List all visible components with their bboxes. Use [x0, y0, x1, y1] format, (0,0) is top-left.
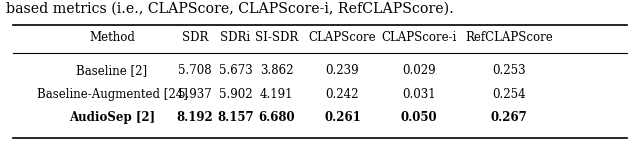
- Text: CLAPScore-i: CLAPScore-i: [381, 31, 457, 44]
- Text: 0.029: 0.029: [403, 64, 436, 77]
- Text: SI-SDR: SI-SDR: [255, 31, 298, 44]
- Text: 4.191: 4.191: [260, 88, 293, 101]
- Text: 0.239: 0.239: [326, 64, 359, 77]
- Text: Method: Method: [89, 31, 135, 44]
- Text: 5.673: 5.673: [219, 64, 252, 77]
- Text: based metrics (i.e., CLAPScore, CLAPScore-i, RefCLAPScore).: based metrics (i.e., CLAPScore, CLAPScor…: [6, 2, 454, 16]
- Text: 0.031: 0.031: [403, 88, 436, 101]
- Text: 8.157: 8.157: [217, 111, 254, 124]
- Text: 0.261: 0.261: [324, 111, 361, 124]
- Text: 0.050: 0.050: [401, 111, 438, 124]
- Text: 0.242: 0.242: [326, 88, 359, 101]
- Text: 5.708: 5.708: [179, 64, 212, 77]
- Text: 0.253: 0.253: [492, 64, 525, 77]
- Text: 0.254: 0.254: [492, 88, 525, 101]
- Text: SDRi: SDRi: [220, 31, 251, 44]
- Text: SDR: SDR: [182, 31, 209, 44]
- Text: 8.192: 8.192: [177, 111, 214, 124]
- Text: 5.902: 5.902: [219, 88, 252, 101]
- Text: 3.862: 3.862: [260, 64, 293, 77]
- Text: CLAPScore: CLAPScore: [308, 31, 376, 44]
- Text: 5.937: 5.937: [179, 88, 212, 101]
- Text: AudioSep [2]: AudioSep [2]: [69, 111, 155, 124]
- Text: Baseline [2]: Baseline [2]: [76, 64, 148, 77]
- Text: 6.680: 6.680: [258, 111, 295, 124]
- Text: 0.267: 0.267: [490, 111, 527, 124]
- Text: RefCLAPScore: RefCLAPScore: [465, 31, 553, 44]
- Text: Baseline-Augmented [24]: Baseline-Augmented [24]: [36, 88, 188, 101]
